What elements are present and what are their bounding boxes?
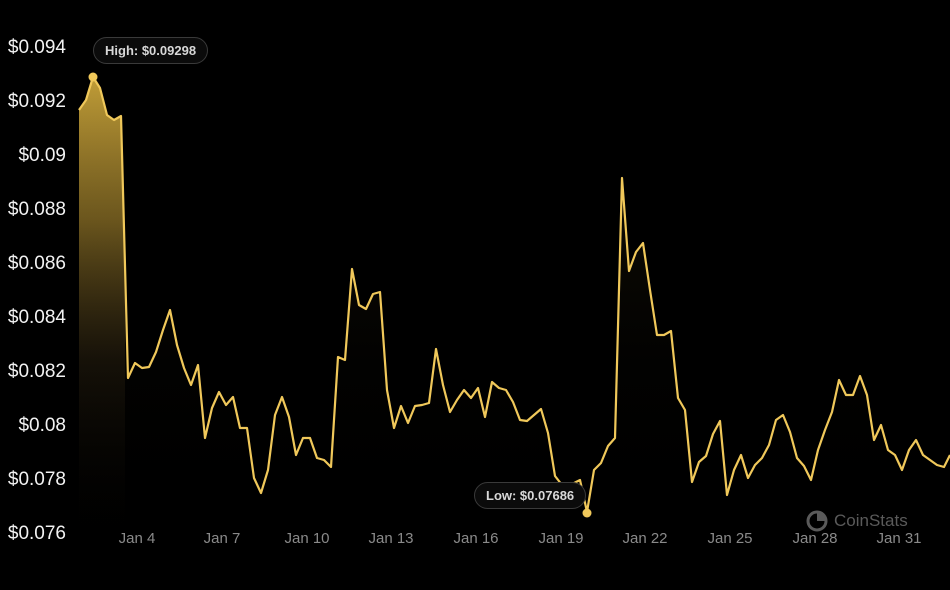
- price-line: [78, 75, 950, 514]
- price-area-fill-faint: [79, 77, 950, 548]
- x-tick: Jan 13: [368, 530, 414, 547]
- x-tick: Jan 16: [453, 530, 499, 547]
- x-tick: Jan 25: [707, 530, 753, 547]
- low-price-badge: Low: $0.07686: [474, 482, 587, 509]
- y-tick: $0.084: [7, 307, 66, 328]
- low-point-marker[interactable]: [582, 508, 592, 518]
- x-tick: Jan 4: [118, 530, 156, 547]
- y-tick: $0.094: [7, 37, 66, 58]
- y-tick: $0.08: [18, 415, 66, 436]
- y-tick: $0.082: [7, 361, 66, 382]
- y-tick: $0.092: [7, 91, 66, 112]
- x-tick: Jan 22: [622, 530, 668, 547]
- coinstats-logo-icon: [806, 510, 828, 532]
- x-tick: Jan 10: [284, 530, 330, 547]
- watermark-text: CoinStats: [834, 511, 908, 530]
- y-tick: $0.078: [7, 469, 66, 490]
- y-tick: $0.088: [7, 199, 66, 220]
- x-tick: Jan 31: [876, 530, 922, 547]
- y-tick: $0.09: [18, 145, 66, 166]
- coinstats-watermark: CoinStats: [806, 510, 908, 532]
- x-tick: Jan 19: [538, 530, 584, 547]
- x-tick: Jan 7: [203, 530, 241, 547]
- x-tick: Jan 28: [792, 530, 838, 547]
- high-price-badge: High: $0.09298: [93, 37, 209, 64]
- y-tick: $0.086: [7, 253, 66, 274]
- high-point-marker[interactable]: [88, 72, 98, 82]
- y-tick: $0.076: [7, 523, 66, 544]
